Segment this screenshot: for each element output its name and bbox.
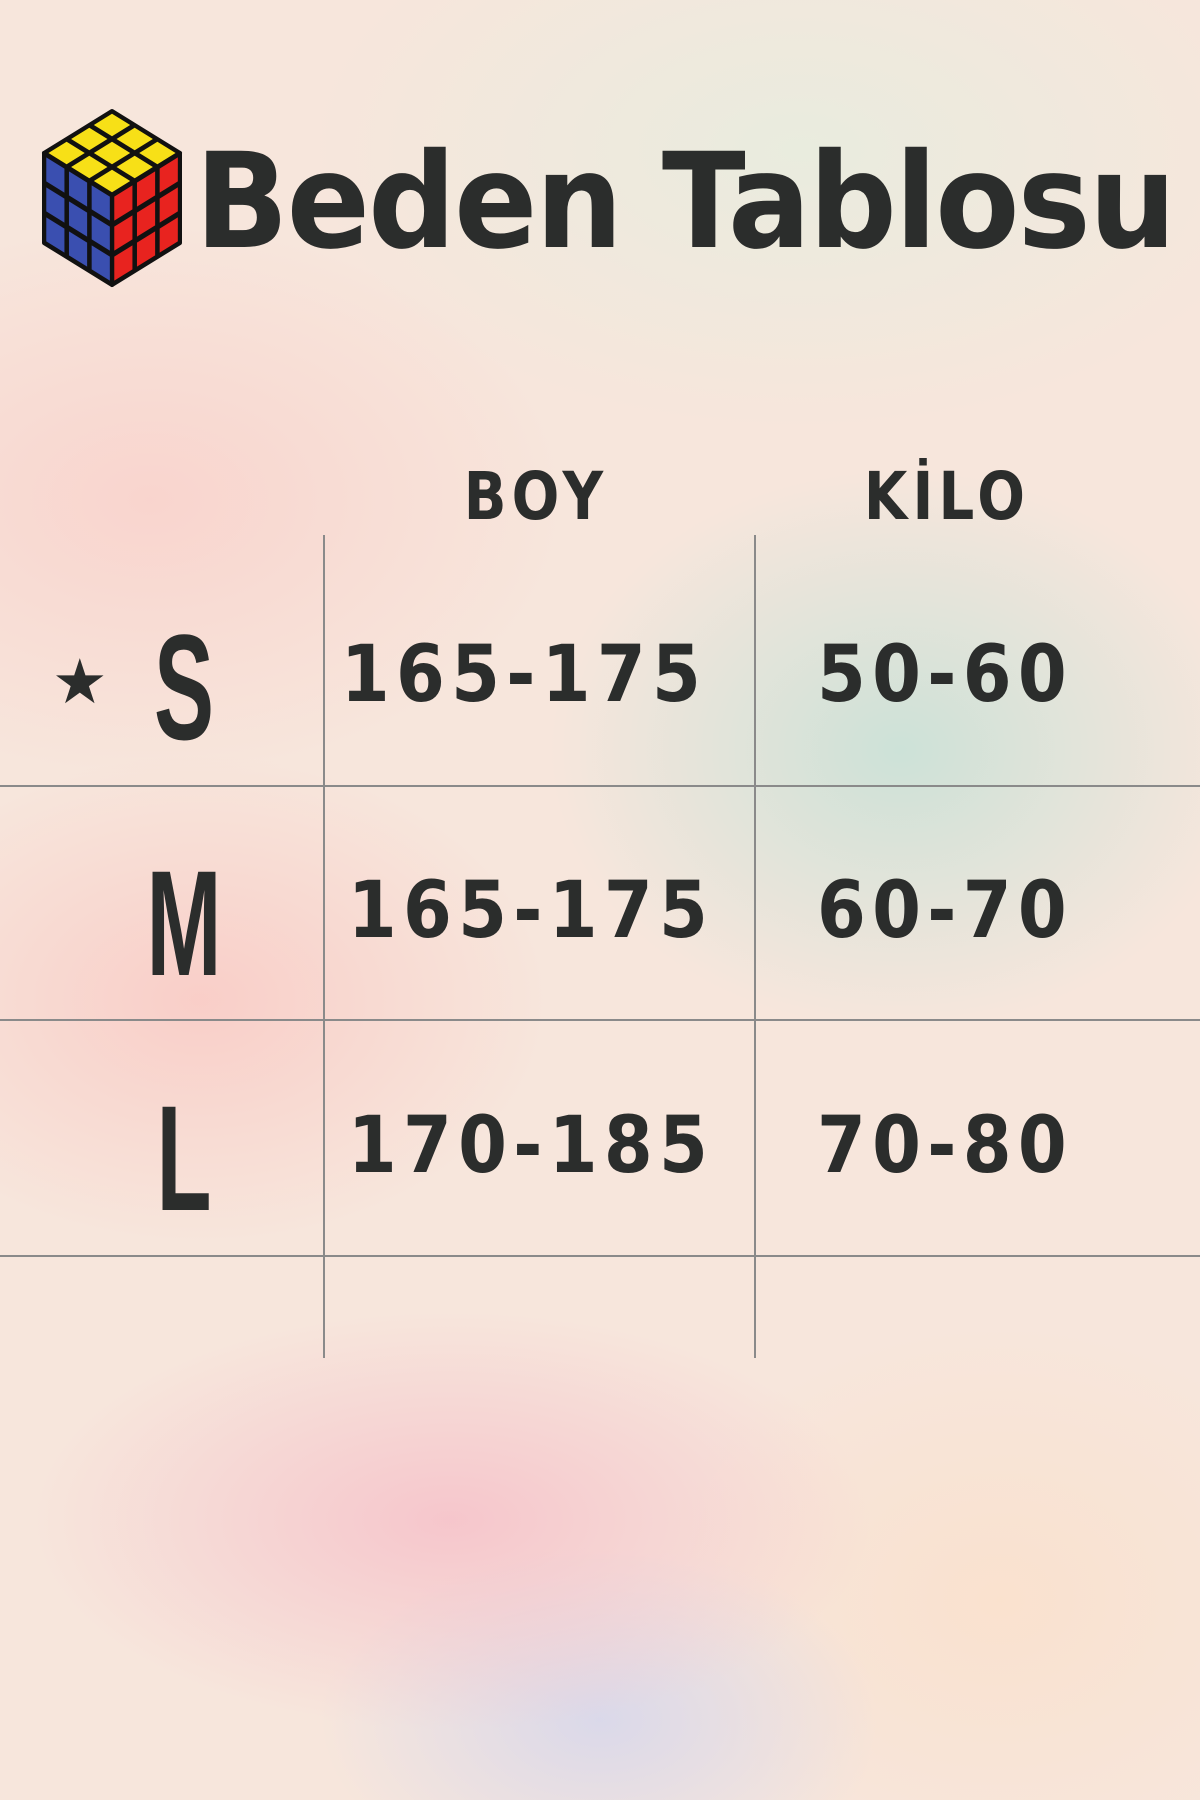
column-header-boy: BOY: [463, 458, 609, 535]
cube-sticker: [68, 171, 88, 207]
kilo-value: 50-60: [816, 630, 1074, 720]
cube-sticker: [159, 217, 178, 253]
grid-line: [323, 535, 325, 1358]
cube-sticker: [159, 157, 178, 193]
cube-sticker: [114, 215, 133, 251]
cube-sticker: [68, 201, 88, 237]
kilo-value: 60-70: [816, 866, 1074, 956]
cube-sticker: [114, 185, 133, 221]
size-label: M: [146, 839, 222, 1007]
grid-line: [0, 785, 1200, 787]
cube-sticker: [46, 187, 65, 223]
cube-sticker: [91, 245, 110, 281]
boy-value: 165-175: [340, 630, 708, 720]
grid-line: [0, 1255, 1200, 1257]
boy-value: 165-175: [347, 866, 715, 956]
cube-sticker: [91, 215, 110, 251]
boy-value: 170-185: [347, 1101, 715, 1191]
cube-sticker: [114, 245, 133, 281]
cube-sticker: [46, 157, 65, 193]
column-header-kilo: KİLO: [863, 458, 1031, 535]
rubiks-cube-logo: [42, 109, 182, 287]
star-icon: ★: [52, 648, 108, 717]
cube-sticker: [46, 217, 65, 253]
cube-sticker: [91, 185, 110, 221]
cube-sticker: [68, 231, 88, 267]
kilo-value: 70-80: [816, 1101, 1074, 1191]
cube-sticker: [136, 231, 156, 267]
grid-line: [0, 1019, 1200, 1021]
cube-sticker: [159, 187, 178, 223]
grid-line: [754, 535, 756, 1358]
cube-sticker: [136, 171, 156, 207]
page-title: Beden Tablosu: [195, 125, 1176, 279]
cube-sticker: [136, 201, 156, 237]
size-label: L: [156, 1074, 212, 1242]
size-label: S: [153, 603, 215, 771]
